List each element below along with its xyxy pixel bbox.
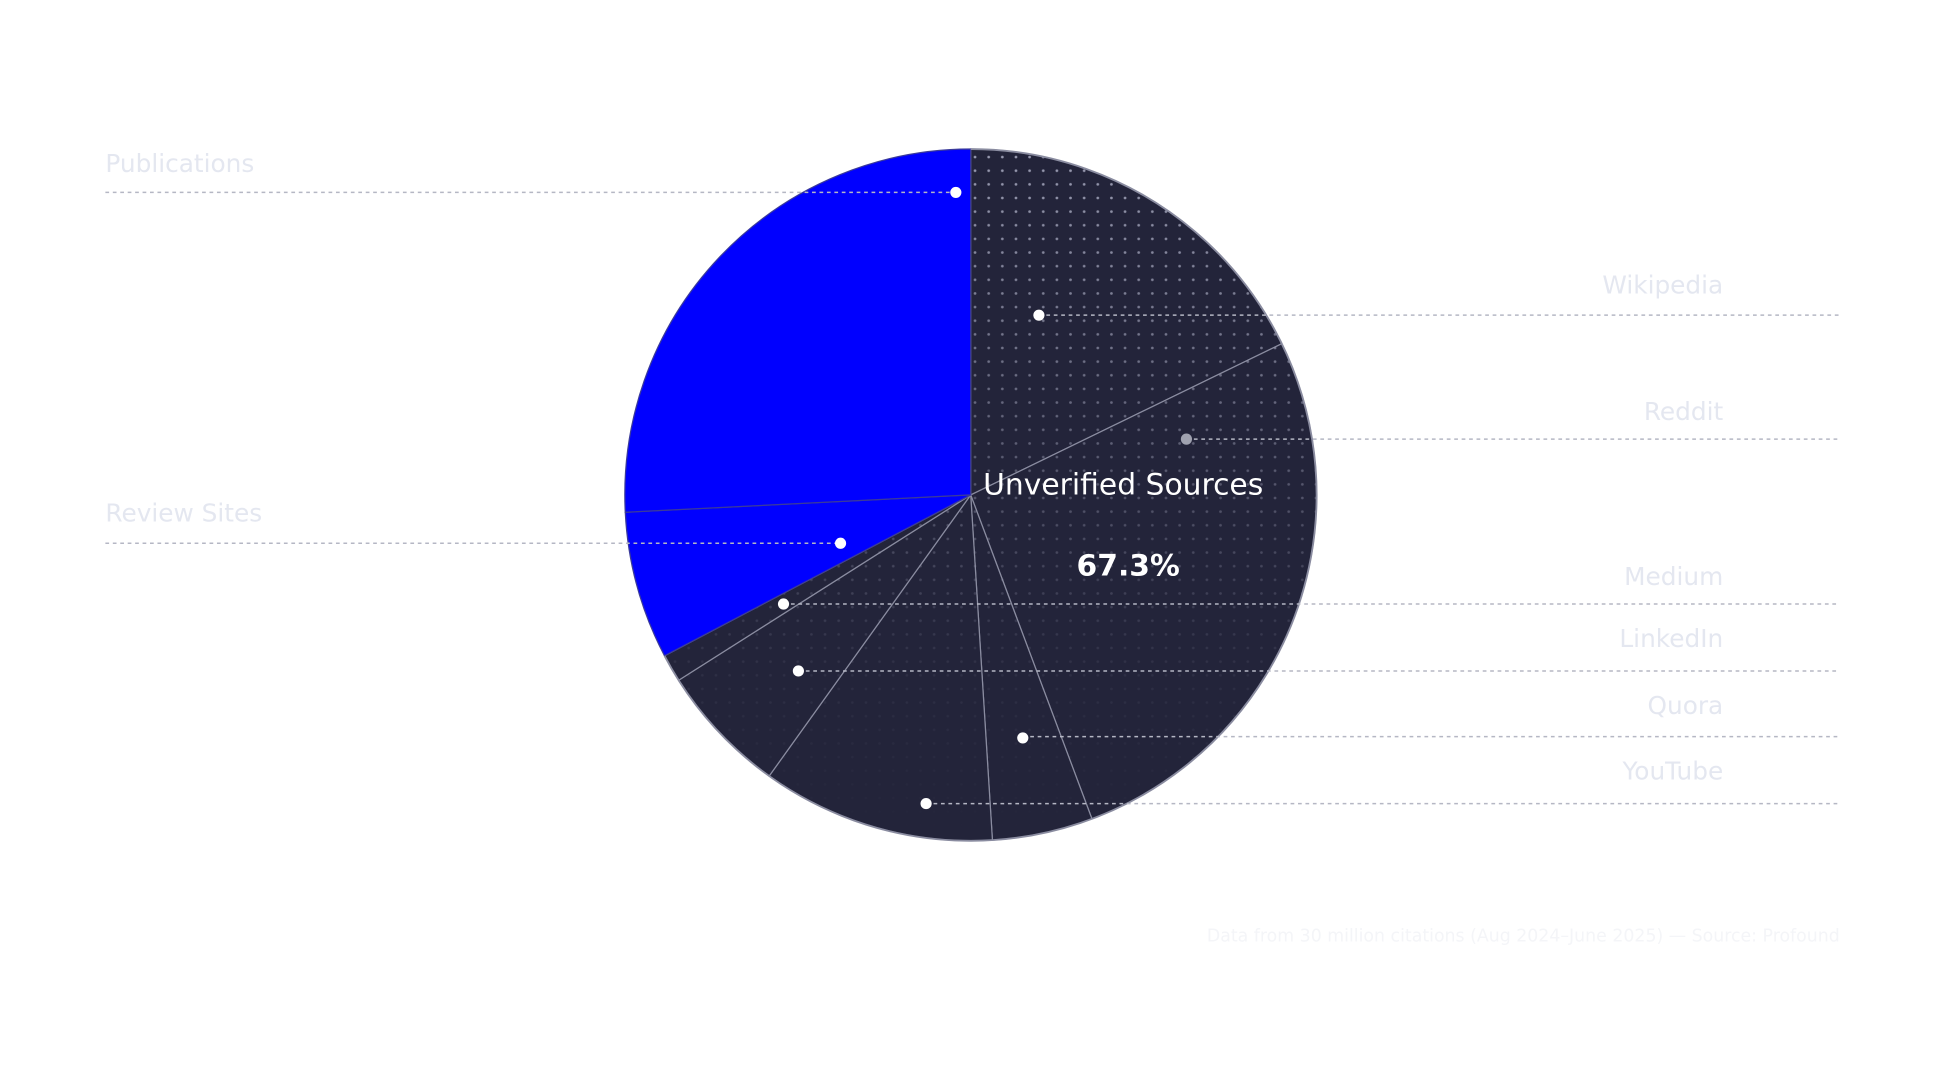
- slice-texture: [970, 149, 1282, 495]
- legend-label: Quora: [1647, 691, 1723, 720]
- callout-dot: [792, 665, 804, 677]
- callout-dot: [1180, 433, 1193, 445]
- slice-texture: [664, 494, 971, 681]
- slice: [624, 494, 972, 657]
- callout-dot: [834, 537, 847, 549]
- pie: [624, 148, 1318, 842]
- callout-dot: [950, 186, 962, 198]
- slice-texture: [769, 494, 993, 841]
- legend-label: Wikipedia: [1602, 271, 1723, 300]
- legend-label: Reddit: [1644, 397, 1724, 426]
- legend-label: LinkedIn: [1619, 624, 1723, 653]
- slice-texture: [678, 494, 971, 777]
- center-label: Unverified Sources: [983, 468, 1263, 503]
- legend-label: Review Sites: [105, 499, 262, 528]
- callout-dot: [777, 598, 790, 610]
- slice-texture: [970, 494, 1092, 841]
- callout-dot: [1033, 309, 1045, 321]
- center-value: 67.3%: [1077, 548, 1180, 583]
- legend-label: YouTube: [1621, 757, 1723, 786]
- group-outline: [663, 148, 1318, 842]
- source-note: Data from 30 million citations (Aug 2024…: [1207, 926, 1840, 946]
- slice-texture: [970, 343, 1317, 819]
- labels: Wikipedia Reddit Quora YouTube LinkedIn Mediu…: [105, 149, 1840, 810]
- legend-label: Publications: [105, 149, 254, 178]
- callout-dot: [920, 798, 932, 810]
- legend-label: Medium: [1624, 562, 1723, 591]
- callout-dot: [1017, 732, 1029, 744]
- slice: [624, 148, 972, 513]
